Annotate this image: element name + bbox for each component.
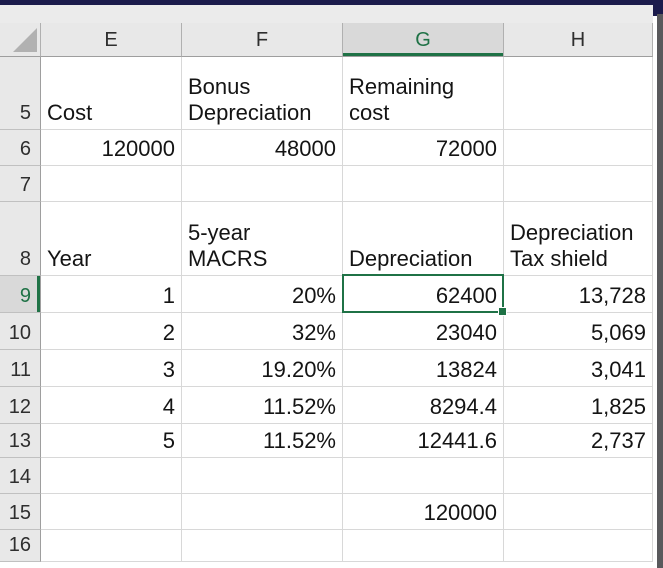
- row-header-11[interactable]: 11: [0, 350, 41, 387]
- cell-H11[interactable]: 3,041: [504, 350, 653, 387]
- fill-handle[interactable]: [498, 307, 507, 316]
- row-header-12[interactable]: 12: [0, 387, 41, 424]
- cell-G13[interactable]: 12441.6: [343, 424, 504, 458]
- cell-H10[interactable]: 5,069: [504, 313, 653, 350]
- cell-H9[interactable]: 13,728: [504, 276, 653, 313]
- cell-G9-value: 62400: [435, 283, 497, 309]
- cell-H13[interactable]: 2,737: [504, 424, 653, 458]
- row-header-5[interactable]: 5: [0, 57, 41, 130]
- row-header-7[interactable]: 7: [0, 166, 41, 202]
- row-header-14[interactable]: 14: [0, 458, 41, 494]
- cell-F14[interactable]: [182, 458, 343, 494]
- cell-F16[interactable]: [182, 530, 343, 562]
- window-top-bar: [0, 0, 663, 5]
- cell-E13[interactable]: 5: [41, 424, 182, 458]
- cell-F6[interactable]: 48000: [182, 130, 343, 166]
- cell-E9[interactable]: 1: [41, 276, 182, 313]
- cell-F9[interactable]: 20%: [182, 276, 343, 313]
- cell-F8[interactable]: 5-year MACRS: [182, 202, 343, 276]
- cell-E15[interactable]: [41, 494, 182, 530]
- column-header-f[interactable]: F: [182, 23, 343, 57]
- row-header-10[interactable]: 10: [0, 313, 41, 350]
- cell-F13[interactable]: 11.52%: [182, 424, 343, 458]
- cell-E6[interactable]: 120000: [41, 130, 182, 166]
- cell-G16[interactable]: [343, 530, 504, 562]
- row-header-8[interactable]: 8: [0, 202, 41, 276]
- cell-F5[interactable]: Bonus Depreciation: [182, 57, 343, 130]
- cell-F10[interactable]: 32%: [182, 313, 343, 350]
- cell-G6[interactable]: 72000: [343, 130, 504, 166]
- cell-grid: E F G H 5 Cost Bonus Depreciation Remain…: [0, 23, 653, 562]
- cell-E11[interactable]: 3: [41, 350, 182, 387]
- cell-G11[interactable]: 13824: [343, 350, 504, 387]
- row-header-16[interactable]: 16: [0, 530, 41, 562]
- cell-E12[interactable]: 4: [41, 387, 182, 424]
- cell-H5[interactable]: [504, 57, 653, 130]
- row-header-13[interactable]: 13: [0, 424, 41, 458]
- cell-G5[interactable]: Remaining cost: [343, 57, 504, 130]
- column-header-g-selected[interactable]: G: [343, 23, 504, 57]
- cell-H12[interactable]: 1,825: [504, 387, 653, 424]
- spreadsheet: E F G H 5 Cost Bonus Depreciation Remain…: [0, 5, 653, 562]
- chrome-gap-strip: [0, 5, 653, 23]
- cell-H16[interactable]: [504, 530, 653, 562]
- column-header-h[interactable]: H: [504, 23, 653, 57]
- cell-G8[interactable]: Depreciation: [343, 202, 504, 276]
- cell-E5[interactable]: Cost: [41, 57, 182, 130]
- cell-G7[interactable]: [343, 166, 504, 202]
- cell-H6[interactable]: [504, 130, 653, 166]
- cell-E7[interactable]: [41, 166, 182, 202]
- cell-G12[interactable]: 8294.4: [343, 387, 504, 424]
- cell-E14[interactable]: [41, 458, 182, 494]
- cell-F7[interactable]: [182, 166, 343, 202]
- row-header-6[interactable]: 6: [0, 130, 41, 166]
- cell-H14[interactable]: [504, 458, 653, 494]
- window-right-edge: [657, 14, 663, 568]
- cell-F15[interactable]: [182, 494, 343, 530]
- cell-E16[interactable]: [41, 530, 182, 562]
- cell-H15[interactable]: [504, 494, 653, 530]
- cell-F11[interactable]: 19.20%: [182, 350, 343, 387]
- row-header-9-selected[interactable]: 9: [0, 276, 41, 313]
- cell-G9-selected[interactable]: 62400: [342, 274, 507, 316]
- select-all-corner[interactable]: [0, 23, 41, 57]
- cell-G14[interactable]: [343, 458, 504, 494]
- cell-G10[interactable]: 23040: [343, 313, 504, 350]
- cell-E8[interactable]: Year: [41, 202, 182, 276]
- cell-F12[interactable]: 11.52%: [182, 387, 343, 424]
- row-header-15[interactable]: 15: [0, 494, 41, 530]
- cell-H8[interactable]: Depreciation Tax shield: [504, 202, 653, 276]
- cell-E10[interactable]: 2: [41, 313, 182, 350]
- cell-G15[interactable]: 120000: [343, 494, 504, 530]
- column-header-e[interactable]: E: [41, 23, 182, 57]
- cell-H7[interactable]: [504, 166, 653, 202]
- select-all-triangle-icon: [13, 28, 37, 52]
